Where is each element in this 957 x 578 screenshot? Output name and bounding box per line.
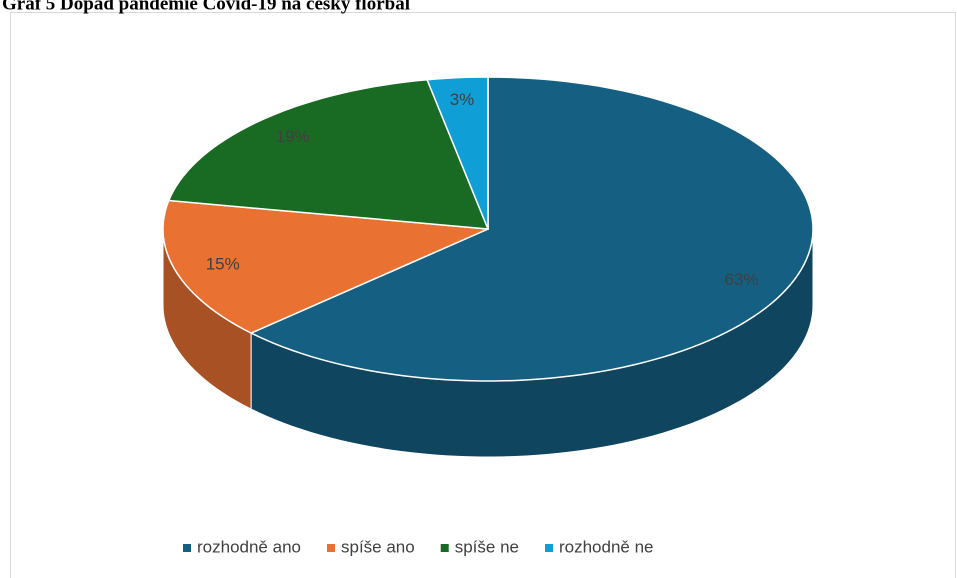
legend-swatch — [544, 544, 553, 552]
legend-label: rozhodně ne — [559, 537, 654, 556]
data-label: 15% — [206, 255, 240, 274]
legend-swatch — [440, 544, 449, 552]
pie-slice — [426, 76, 489, 230]
pie-slice — [162, 199, 489, 334]
legend-label: spíše ne — [455, 537, 519, 556]
pie-slice — [167, 78, 490, 230]
data-label: 63% — [725, 270, 759, 289]
legend-swatch — [183, 544, 191, 552]
data-label: 19% — [276, 127, 310, 146]
chart-title: Graf 5 Dopad pandemie Covid-19 na český … — [2, 0, 410, 14]
legend-label: spíše ano — [341, 537, 415, 556]
legend-swatch — [326, 544, 335, 552]
pie-slice — [249, 76, 814, 382]
data-label: 3% — [450, 90, 475, 109]
legend-label: rozhodně ano — [197, 537, 301, 556]
